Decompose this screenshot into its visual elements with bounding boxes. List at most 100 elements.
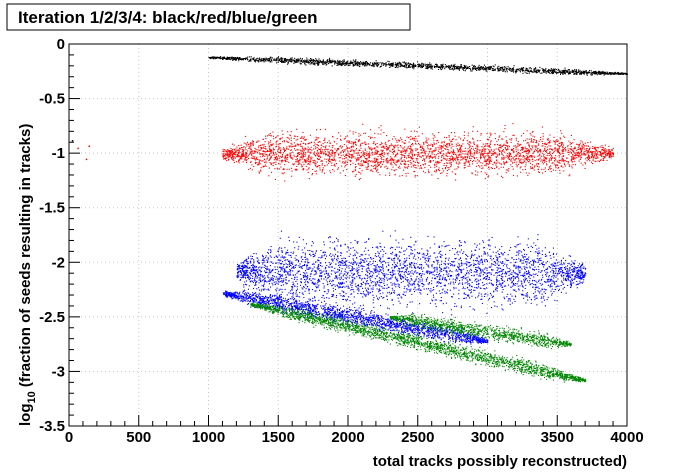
- data-point: [542, 68, 544, 70]
- data-point: [223, 56, 225, 58]
- data-point: [427, 65, 429, 67]
- data-point: [297, 58, 299, 60]
- data-point: [554, 147, 556, 149]
- data-point: [455, 159, 457, 161]
- data-point: [413, 139, 415, 141]
- data-point: [365, 166, 367, 168]
- data-point: [475, 160, 477, 162]
- data-point: [512, 70, 514, 72]
- data-point: [408, 157, 410, 159]
- data-point: [245, 154, 247, 156]
- data-point: [498, 136, 500, 138]
- data-point: [339, 62, 341, 64]
- data-point: [345, 165, 347, 167]
- data-point: [311, 61, 313, 63]
- data-point: [607, 71, 609, 73]
- data-point: [381, 151, 383, 153]
- data-point: [328, 156, 330, 158]
- data-point: [607, 73, 609, 75]
- data-point: [396, 160, 398, 162]
- data-point: [210, 57, 212, 59]
- data-point: [524, 71, 526, 73]
- data-point: [610, 151, 612, 153]
- data-point: [521, 146, 523, 148]
- data-point: [320, 152, 322, 154]
- data-point: [250, 142, 252, 144]
- data-point: [307, 146, 309, 148]
- data-point: [345, 63, 347, 65]
- data-point: [620, 72, 622, 74]
- data-point: [316, 143, 318, 145]
- data-point: [244, 159, 246, 161]
- data-point: [409, 138, 411, 140]
- data-point: [355, 64, 357, 66]
- data-point: [269, 146, 271, 148]
- data-point: [357, 65, 359, 67]
- data-point: [423, 149, 425, 151]
- data-point: [478, 261, 480, 263]
- data-point: [539, 149, 541, 151]
- data-point: [567, 73, 569, 75]
- data-point: [223, 155, 225, 157]
- data-point: [322, 151, 324, 153]
- data-point: [315, 165, 317, 167]
- data-point: [438, 150, 440, 152]
- data-point: [396, 161, 398, 163]
- series-points: [236, 230, 587, 320]
- data-point: [394, 162, 396, 164]
- data-point: [482, 162, 484, 164]
- data-point: [242, 151, 244, 153]
- data-point: [590, 150, 592, 152]
- data-point: [281, 60, 283, 62]
- data-point: [486, 70, 488, 72]
- data-point: [465, 66, 467, 68]
- data-point: [569, 174, 571, 176]
- data-point: [401, 64, 403, 66]
- data-point: [595, 146, 597, 148]
- data-point: [352, 162, 354, 164]
- data-point: [482, 67, 484, 69]
- data-point: [450, 147, 452, 149]
- data-point: [334, 153, 336, 155]
- data-point: [230, 153, 232, 155]
- data-point: [241, 59, 243, 61]
- data-point: [290, 157, 292, 159]
- data-point: [547, 148, 549, 150]
- data-point: [576, 73, 578, 75]
- data-point: [300, 145, 302, 147]
- data-point: [450, 158, 452, 160]
- data-point: [542, 70, 544, 72]
- data-point: [283, 152, 285, 154]
- data-point: [465, 150, 467, 152]
- data-point: [270, 163, 272, 165]
- data-point: [568, 72, 570, 74]
- data-point: [599, 146, 601, 148]
- data-point: [431, 66, 433, 68]
- data-point: [506, 142, 508, 144]
- data-point: [565, 149, 567, 151]
- data-point: [482, 153, 484, 155]
- data-point: [357, 140, 359, 142]
- data-point: [244, 57, 246, 59]
- data-point: [292, 163, 294, 165]
- data-point: [433, 154, 435, 156]
- data-point: [328, 159, 330, 161]
- data-point: [305, 161, 307, 163]
- data-point: [448, 158, 450, 160]
- data-point: [297, 144, 299, 146]
- data-point: [358, 135, 360, 137]
- data-point: [318, 63, 320, 65]
- data-point: [225, 58, 227, 60]
- data-point: [243, 149, 245, 151]
- data-point: [382, 154, 384, 156]
- data-point: [235, 57, 237, 59]
- data-point: [581, 141, 583, 143]
- data-point: [381, 159, 383, 161]
- data-point: [264, 155, 266, 157]
- data-point: [386, 135, 388, 137]
- data-point: [454, 153, 456, 155]
- data-point: [212, 56, 214, 58]
- data-point: [365, 158, 367, 160]
- data-point: [482, 155, 484, 157]
- data-point: [602, 146, 604, 148]
